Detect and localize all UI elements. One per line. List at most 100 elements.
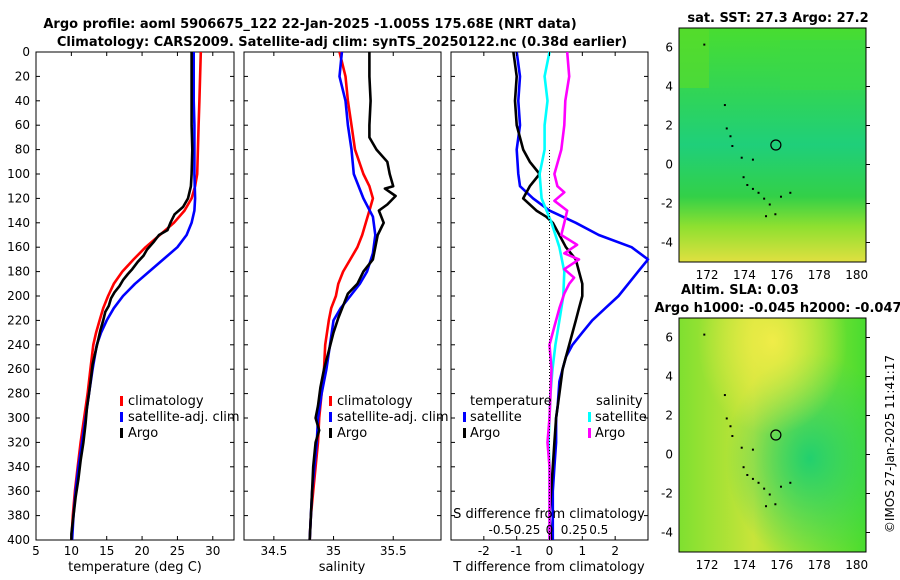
x-tick-label: -2 — [478, 544, 490, 558]
island-speck — [763, 197, 766, 200]
island-speck — [751, 187, 754, 190]
s-tick-label: 0 — [546, 523, 554, 537]
map-y-tick-label: 4 — [665, 370, 673, 384]
island-speck — [774, 213, 777, 216]
x-tick-label: 25 — [170, 544, 185, 558]
map-y-tick-label: 0 — [665, 448, 673, 462]
y-tick-label: 80 — [15, 143, 30, 157]
legend-label-argo: Argo — [337, 426, 367, 441]
series-line-argo — [70, 52, 194, 540]
map-x-tick-label: 180 — [845, 268, 868, 282]
series-line-t-argo — [512, 51, 584, 541]
map-x-tick-label: 178 — [808, 268, 831, 282]
y-tick-label: 140 — [7, 216, 30, 230]
map-y-tick-label: -2 — [661, 197, 673, 211]
legend-swatch-s-satellite — [588, 412, 591, 422]
island-speck — [703, 43, 706, 46]
sst-map-field-patch — [780, 40, 866, 90]
y-tick-label: 300 — [7, 411, 30, 425]
island-speck — [746, 184, 749, 186]
y-tick-label: 0 — [22, 45, 30, 59]
difference-xlabel: T difference from climatology — [452, 560, 645, 575]
temperature-panel — [35, 51, 235, 541]
map-x-tick-label: 174 — [733, 268, 756, 282]
legend-label-s-satellite: satellite — [595, 410, 647, 425]
sst-map — [678, 27, 867, 263]
island-speck — [768, 493, 771, 496]
sst-map-frame — [678, 27, 867, 263]
island-speck — [779, 485, 782, 488]
island-speck — [774, 503, 777, 506]
island-speck — [723, 104, 726, 107]
x-tick-label: 15 — [99, 544, 114, 558]
island-speck — [740, 446, 743, 449]
figure-title-line1: Argo profile: aoml 5906675_122 22-Jan-20… — [43, 17, 576, 32]
map-y-tick-label: -2 — [661, 487, 673, 501]
salinity-panel — [243, 51, 442, 541]
series-line-argo — [308, 52, 397, 541]
legend-label-s-argo: Argo — [595, 426, 625, 441]
island-speck — [768, 203, 771, 206]
series-line-climatology — [70, 51, 203, 541]
y-tick-label: 180 — [7, 265, 30, 279]
island-speck — [763, 487, 766, 490]
y-tick-label: 160 — [7, 240, 30, 254]
island-speck — [757, 481, 760, 484]
island-speck — [740, 156, 743, 159]
island-speck — [765, 215, 768, 218]
legend-swatch-t-satellite — [463, 412, 466, 422]
sla-map-field-yellow — [679, 318, 866, 552]
sst-map-title: sat. SST: 27.3 Argo: 27.2 — [687, 11, 868, 26]
s-tick-label: 0.5 — [589, 523, 608, 537]
island-speck — [742, 466, 745, 469]
y-tick-label: 20 — [15, 69, 30, 83]
x-tick-label: 1 — [579, 544, 587, 558]
map-y-tick-label: 4 — [665, 80, 673, 94]
island-speck — [751, 158, 754, 161]
y-tick-label: 260 — [7, 362, 30, 376]
legend-label-climatology: climatology — [128, 394, 204, 409]
map-y-tick-label: 6 — [665, 41, 673, 55]
imos-watermark: ©IMOS 27-Jan-2025 11:41:17 — [883, 355, 897, 533]
map-x-tick-label: 180 — [845, 558, 868, 572]
map-y-tick-label: -4 — [661, 236, 673, 250]
legend-swatch-argo — [329, 428, 332, 438]
map-y-tick-label: 2 — [665, 409, 673, 423]
island-speck — [731, 145, 734, 147]
legend-swatch-argo — [120, 428, 123, 438]
sst-islands — [703, 43, 792, 218]
map-x-tick-label: 176 — [770, 268, 793, 282]
series-line-climatology — [308, 51, 375, 541]
legend-swatch-climatology — [120, 396, 123, 406]
island-speck — [725, 417, 728, 420]
salinity-legend: climatology satellite-adj. clim Argo — [329, 394, 449, 441]
series-line-s-argo — [546, 51, 581, 540]
x-tick-label: 20 — [134, 544, 149, 558]
x-tick-label: 5 — [32, 544, 40, 558]
y-tick-label: 40 — [15, 94, 30, 108]
legend-swatch-climatology — [329, 396, 332, 406]
temperature-legend: climatology satellite-adj. clim Argo — [120, 394, 240, 441]
y-tick-label: 60 — [15, 118, 30, 132]
temperature-series — [70, 51, 203, 541]
y-tick-label: 120 — [7, 191, 30, 205]
x-tick-label: 35 — [326, 544, 341, 558]
legend-label-t-satellite: satellite — [470, 410, 522, 425]
y-tick-label: 400 — [7, 533, 30, 547]
map-x-tick-label: 178 — [808, 558, 831, 572]
island-speck — [703, 333, 706, 336]
y-tick-label: 220 — [7, 313, 30, 327]
map-x-tick-label: 172 — [696, 268, 719, 282]
legend-label-argo: Argo — [128, 426, 158, 441]
island-speck — [789, 191, 792, 194]
y-tick-label: 340 — [7, 460, 30, 474]
x-tick-label: 2 — [611, 544, 619, 558]
series-line-satellite-adj-clim — [308, 51, 377, 541]
y-tick-label: 200 — [7, 289, 30, 303]
sla-islands — [703, 333, 792, 508]
legend-swatch-satellite — [120, 412, 123, 422]
map-y-tick-label: 0 — [665, 158, 673, 172]
map-y-tick-label: -4 — [661, 526, 673, 540]
y-tick-label: 280 — [7, 387, 30, 401]
